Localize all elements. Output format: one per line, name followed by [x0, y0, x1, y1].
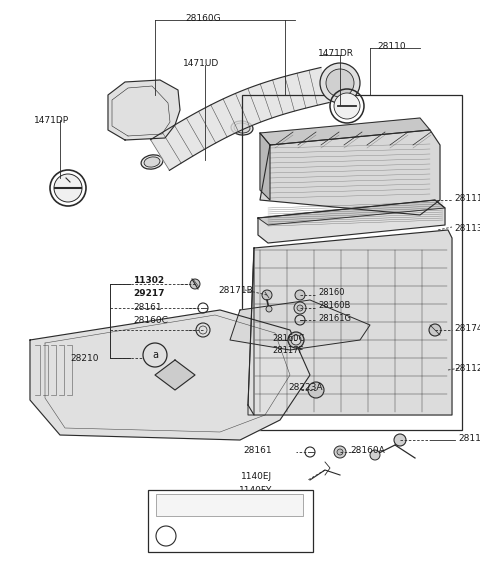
- Polygon shape: [248, 230, 452, 415]
- Text: 28160A: 28160A: [350, 445, 385, 454]
- Text: HYUNDAI: HYUNDAI: [212, 504, 248, 510]
- Circle shape: [291, 335, 301, 345]
- Circle shape: [190, 279, 200, 289]
- Circle shape: [308, 382, 324, 398]
- Text: 1471DP: 1471DP: [34, 116, 69, 125]
- Polygon shape: [151, 67, 329, 171]
- Polygon shape: [30, 310, 310, 440]
- Polygon shape: [230, 300, 370, 350]
- Ellipse shape: [234, 123, 250, 133]
- Text: 11302: 11302: [133, 275, 164, 284]
- Text: 28113: 28113: [454, 223, 480, 232]
- Circle shape: [334, 446, 346, 458]
- Text: ●: ●: [213, 495, 217, 500]
- Text: 28174H: 28174H: [454, 324, 480, 333]
- Bar: [156, 494, 303, 516]
- Circle shape: [294, 302, 306, 314]
- Text: 28161G: 28161G: [318, 314, 351, 323]
- Text: 28160G: 28160G: [185, 13, 221, 22]
- Text: ✿: ✿: [243, 495, 247, 500]
- Polygon shape: [248, 248, 254, 415]
- Text: 1140EJ: 1140EJ: [241, 471, 272, 481]
- Text: 28161: 28161: [133, 302, 162, 311]
- Circle shape: [326, 69, 354, 97]
- Ellipse shape: [231, 121, 253, 135]
- Text: 28117F: 28117F: [272, 346, 303, 355]
- Text: 1471DR: 1471DR: [318, 48, 354, 57]
- Text: 28160: 28160: [318, 287, 345, 297]
- Text: 1140FY: 1140FY: [239, 485, 272, 494]
- Circle shape: [320, 63, 360, 103]
- Text: 28112: 28112: [454, 364, 480, 373]
- Text: a: a: [152, 350, 158, 360]
- Text: a: a: [163, 531, 169, 540]
- Ellipse shape: [141, 155, 163, 169]
- Text: 28160B: 28160B: [318, 301, 350, 310]
- Polygon shape: [258, 200, 445, 225]
- Text: 28160C: 28160C: [272, 333, 304, 343]
- Bar: [148, 490, 313, 552]
- Text: 28199: 28199: [180, 531, 213, 541]
- Text: 28160C: 28160C: [133, 315, 168, 324]
- Circle shape: [334, 93, 360, 119]
- Text: 28223A: 28223A: [288, 383, 323, 392]
- Text: 28111: 28111: [454, 194, 480, 203]
- Circle shape: [370, 450, 380, 460]
- Text: 28161: 28161: [243, 445, 272, 454]
- Circle shape: [266, 306, 272, 312]
- Circle shape: [288, 332, 304, 348]
- Polygon shape: [260, 133, 270, 200]
- Text: 28114C: 28114C: [458, 434, 480, 443]
- Bar: [242, 95, 462, 430]
- Ellipse shape: [144, 157, 160, 167]
- Text: 28171B: 28171B: [218, 286, 253, 295]
- Circle shape: [295, 290, 305, 300]
- Polygon shape: [260, 118, 430, 145]
- Text: 28110: 28110: [377, 42, 406, 50]
- Circle shape: [394, 434, 406, 446]
- Polygon shape: [108, 80, 180, 140]
- Circle shape: [297, 305, 303, 311]
- Circle shape: [262, 290, 272, 300]
- Text: 29217: 29217: [133, 288, 165, 297]
- Polygon shape: [258, 200, 445, 243]
- Text: 28210: 28210: [70, 353, 98, 362]
- Circle shape: [337, 449, 343, 455]
- Polygon shape: [260, 130, 440, 215]
- Circle shape: [429, 324, 441, 336]
- Text: 1471UD: 1471UD: [183, 58, 219, 67]
- Polygon shape: [155, 360, 195, 390]
- Circle shape: [54, 174, 82, 202]
- Text: ▶: ▶: [228, 495, 232, 500]
